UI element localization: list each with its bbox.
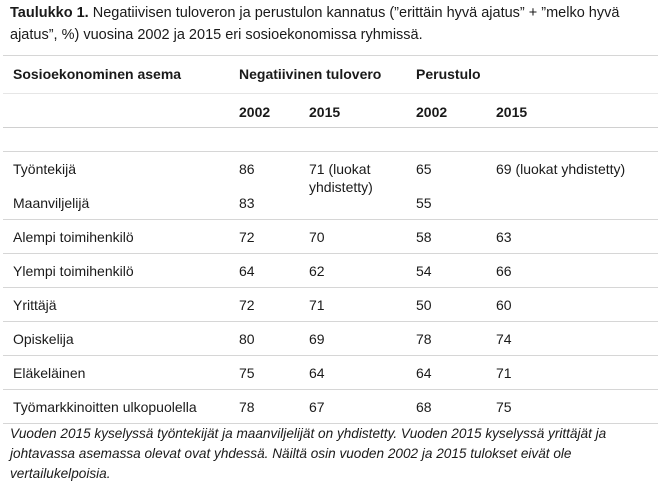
header-year-neg-2002: 2002: [229, 93, 299, 128]
cell-neg-2002: 80: [229, 321, 299, 356]
table-row: Yrittäjä 72 71 50 60: [3, 287, 658, 322]
cell-neg-2002: 75: [229, 355, 299, 390]
cell-basic-2015: 75: [486, 389, 658, 424]
cell-neg-2002: 72: [229, 219, 299, 254]
row-label: Opiskelija: [3, 321, 229, 356]
table-caption: Taulukko 1. Negatiivisen tuloveron ja pe…: [10, 2, 650, 46]
row-label: Maanviljelijä: [13, 194, 90, 211]
spacer-row: [3, 127, 658, 152]
cell-basic-2015-merged: 69 (luokat yhdistetty): [486, 151, 658, 220]
cell-neg-2002: 72: [229, 287, 299, 322]
caption-text: Negatiivisen tuloveron ja perustulon kan…: [10, 5, 620, 43]
cell-basic-2002: 64: [406, 355, 486, 390]
row-label: Ylempi toimihenkilö: [3, 253, 229, 288]
row-label: Alempi toimihenkilö: [3, 219, 229, 254]
cell-neg-2002: 78: [229, 389, 299, 424]
cell-neg-2002: 86: [229, 151, 299, 186]
header-year-neg-2015: 2015: [299, 93, 406, 128]
table-row: Ylempi toimihenkilö 64 62 54 66: [3, 253, 658, 288]
header-empty: [3, 93, 229, 128]
caption-label: Taulukko 1.: [10, 5, 89, 21]
table-row: Opiskelija 80 69 78 74: [3, 321, 658, 356]
table-row: Työmarkkinoitten ulkopuolella 78 67 68 7…: [3, 389, 658, 424]
cell-basic-2002: 68: [406, 389, 486, 424]
cell-basic-2002: 58: [406, 219, 486, 254]
support-table: Sosioekonominen asema Negatiivinen tulov…: [3, 55, 658, 424]
cell-basic-2015: 63: [486, 219, 658, 254]
cell-basic-2015: 74: [486, 321, 658, 356]
cell-basic-2002: 50: [406, 287, 486, 322]
cell-basic-2002: 65: [406, 151, 486, 186]
cell-basic-2015: 66: [486, 253, 658, 288]
header-year-basic-2002: 2002: [406, 93, 486, 128]
cell-basic-2002: 78: [406, 321, 486, 356]
cell-basic-2002: 54: [406, 253, 486, 288]
table-row: Maanviljelijä 83 55: [3, 186, 658, 220]
cell-neg-2015: 69: [299, 321, 406, 356]
row-label: Työntekijä: [3, 151, 229, 186]
cell-neg-2015: 67: [299, 389, 406, 424]
table-footnote: Vuoden 2015 kyselyssä työntekijät ja maa…: [10, 426, 607, 481]
row-label: Yrittäjä: [3, 287, 229, 322]
cell-neg-2015-merged: 71 (luokat yhdistetty): [299, 151, 406, 220]
cell-neg-2002: 64: [229, 253, 299, 288]
header-row-years: 2002 2015 2002 2015: [3, 93, 658, 128]
cell-basic-2015: 71: [486, 355, 658, 390]
header-socioeconomic-status: Sosioekonominen asema: [3, 55, 229, 94]
cell-basic-2002: 55: [416, 194, 432, 211]
cell-neg-2015: 64: [299, 355, 406, 390]
row-label: Eläkeläinen: [3, 355, 229, 390]
table-row: Eläkeläinen 75 64 64 71: [3, 355, 658, 390]
cell-neg-2002: 83: [239, 194, 255, 211]
cell-neg-2015: 70: [299, 219, 406, 254]
row-label: Työmarkkinoitten ulkopuolella: [3, 389, 229, 424]
table-row: Työntekijä 86 71 (luokat yhdistetty) 65 …: [3, 151, 658, 220]
header-year-basic-2015: 2015: [486, 93, 658, 128]
header-row-groups: Sosioekonominen asema Negatiivinen tulov…: [3, 55, 658, 94]
cell-basic-2015: 60: [486, 287, 658, 322]
table-row: Alempi toimihenkilö 72 70 58 63: [3, 219, 658, 254]
cell-neg-2015: 71: [299, 287, 406, 322]
header-negative-income-tax: Negatiivinen tulovero: [229, 55, 406, 94]
cell-neg-2015: 62: [299, 253, 406, 288]
header-basic-income: Perustulo: [406, 55, 658, 94]
